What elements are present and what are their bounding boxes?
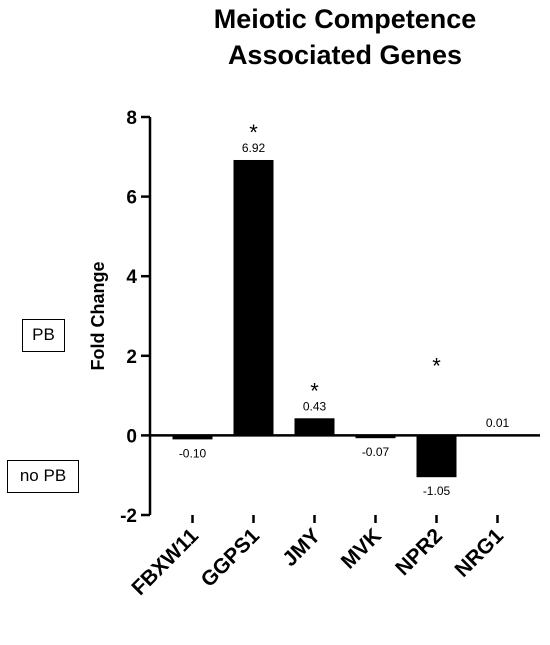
category-label: JMY: [278, 524, 325, 571]
significance-marker: *: [310, 378, 319, 403]
value-label: 6.92: [242, 141, 266, 155]
value-label: -1.05: [423, 484, 451, 498]
bar: [172, 435, 213, 440]
y-axis-label: Fold Change: [88, 262, 108, 371]
no-pb-annotation-box: no PB: [7, 460, 79, 493]
y-tick-label: 8: [126, 108, 137, 129]
y-tick-label: 6: [126, 188, 137, 209]
value-label: 0.43: [303, 399, 327, 413]
significance-marker: *: [249, 120, 258, 145]
y-tick-label: 0: [126, 426, 137, 447]
chart-title-line-1: Meiotic Competence: [213, 4, 477, 34]
y-tick-label: 4: [126, 267, 137, 288]
bar: [416, 435, 457, 478]
category-label: FBXW11: [127, 524, 203, 600]
y-tick-label: -2: [120, 506, 137, 527]
category-label: NPR2: [391, 524, 447, 580]
category-label: NRG1: [451, 524, 509, 582]
pb-annotation-box: PB: [22, 319, 65, 352]
value-label: -0.07: [362, 445, 390, 459]
value-label: 0.01: [486, 416, 510, 430]
chart-title-line-2: Associated Genes: [227, 40, 463, 70]
bar: [355, 435, 396, 439]
significance-marker: *: [432, 354, 441, 379]
category-label: GGPS1: [197, 524, 265, 592]
bar: [233, 159, 274, 436]
value-label: -0.10: [179, 446, 207, 460]
bar: [294, 418, 335, 436]
category-label: MVK: [337, 524, 386, 573]
y-tick-label: 2: [126, 347, 137, 368]
